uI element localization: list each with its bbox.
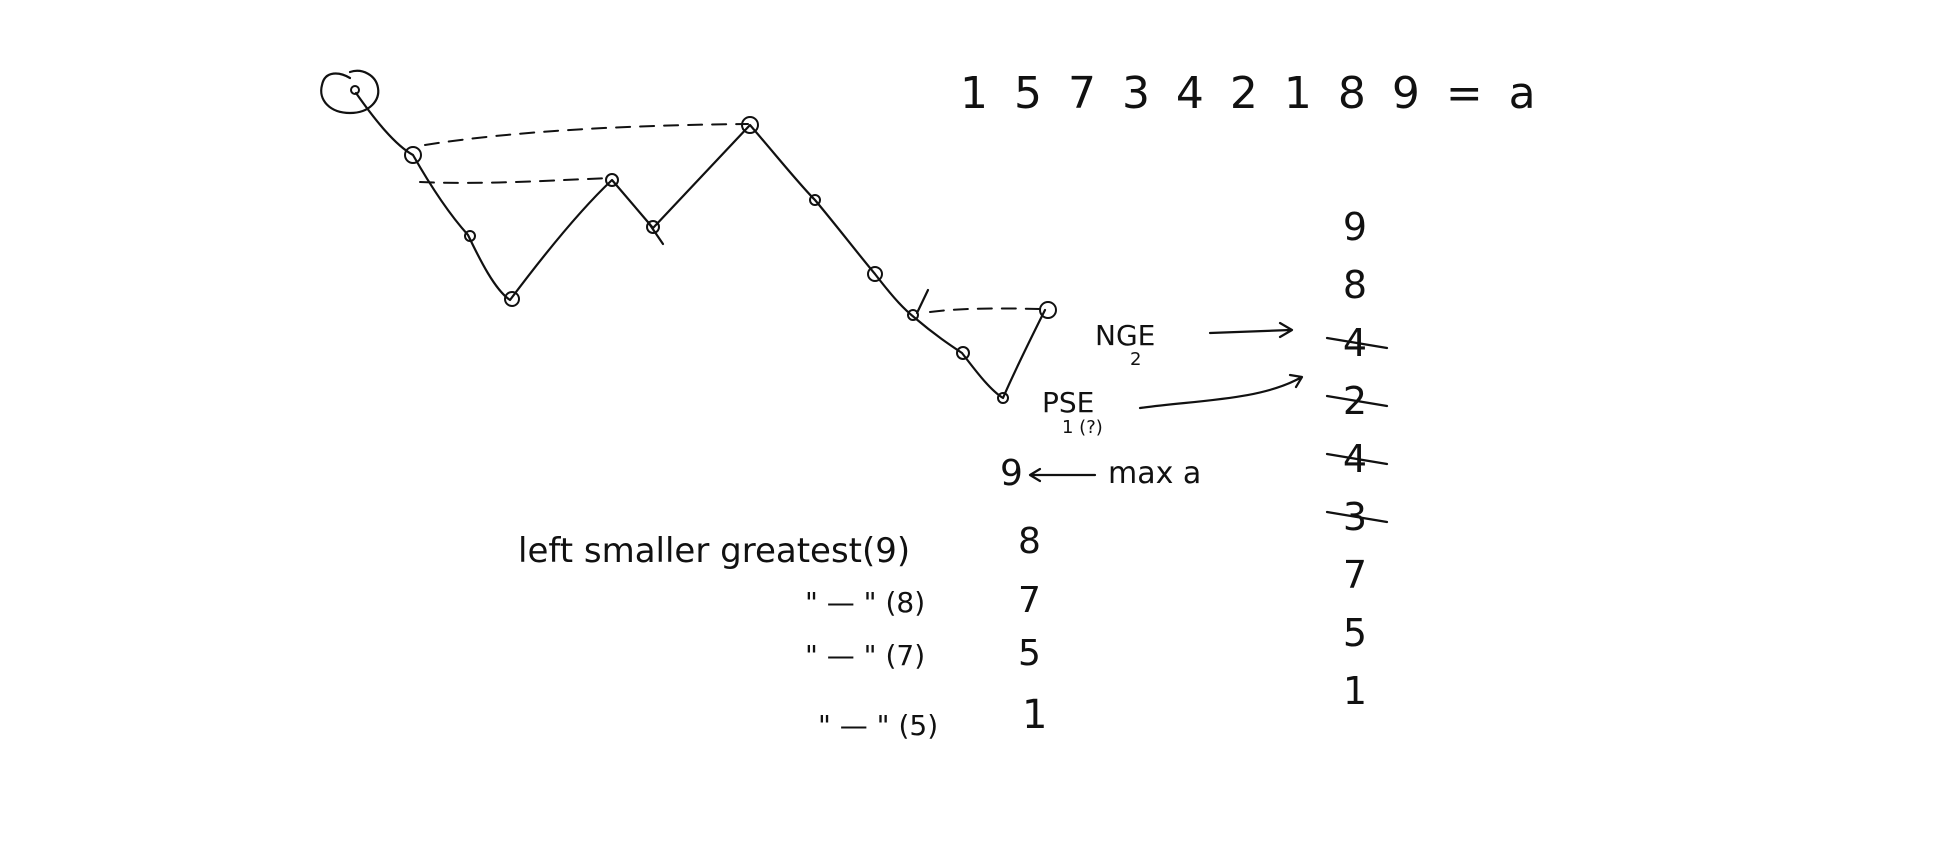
dashed-link [424,123,749,146]
graph-tick [915,288,930,315]
graph-node [404,146,422,164]
nge-arrow [1208,321,1294,339]
rule-row-text: " — " (7) [805,639,925,672]
max-label: max a [1108,456,1201,491]
stack-item: 8 [1343,263,1367,307]
stack-item: 5 [1343,611,1367,655]
dashed-link [419,177,611,184]
sequence-text: 1 5 7 3 4 2 1 8 9 = a [960,68,1542,119]
rule-row-result: 1 [1022,692,1047,738]
pse-label: PSE [1042,386,1094,419]
pse-annotation: PSE 1 (?) [1042,373,1304,438]
graph-line [354,91,1047,400]
stack-item: 7 [1343,553,1367,597]
nge-label: NGE [1095,319,1155,352]
max-annotation: 9 max a [1000,453,1201,494]
graph-node [646,220,660,234]
graph-node [997,392,1009,404]
graph-node [1039,301,1057,319]
pse-arrow [1138,373,1304,410]
rules-block: left smaller greatest(9) 8 " — " (8) 7 "… [518,521,1047,742]
strike-mark [1325,510,1389,524]
strike-mark [1325,394,1389,408]
strike-mark [1325,336,1389,350]
graph-node [809,194,821,206]
max-arrow [1028,467,1097,483]
rule-row-text: " — " (5) [818,709,938,742]
rules-heading: left smaller greatest(9) [518,531,910,571]
max-value: 9 [1000,453,1023,494]
graph-node [504,291,520,307]
rule-row-text: " — " (8) [805,586,925,619]
nge-subscript: 2 [1130,349,1141,370]
strike-mark [1325,452,1389,466]
rules-heading-result: 8 [1018,521,1041,562]
graph-node [956,346,970,360]
stack-item: 1 [1343,669,1367,713]
stack-item: 9 [1343,205,1367,249]
dashed-link [929,307,1041,313]
sequence-graph [320,69,1057,404]
rule-row-result: 7 [1018,580,1041,621]
start-node [320,69,380,115]
graph-node [464,230,476,242]
nge-annotation: NGE 2 [1095,319,1294,370]
graph-node [605,173,619,187]
graph-node [867,266,883,282]
graph-node [907,309,919,321]
start-dot [350,85,360,95]
pse-subscript: 1 (?) [1062,417,1103,438]
rule-row-result: 5 [1018,633,1041,674]
